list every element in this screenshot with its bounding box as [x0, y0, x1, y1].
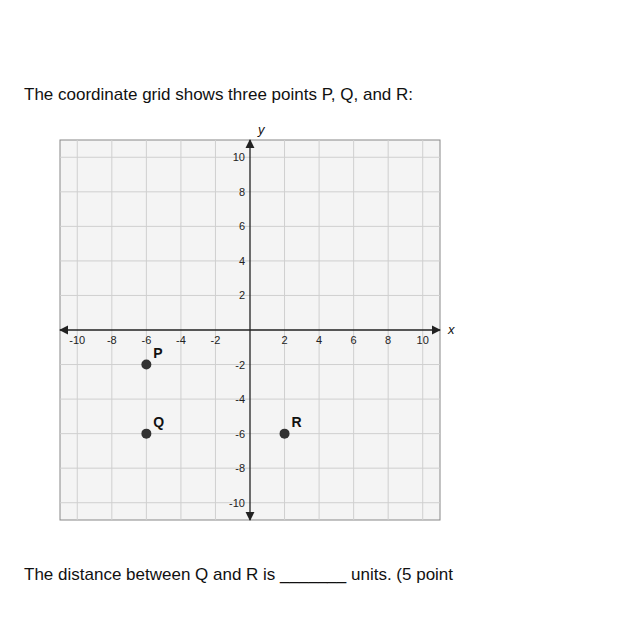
- points: [141, 360, 289, 439]
- x-tick-label: 6: [351, 334, 357, 346]
- y-axis-label: y: [257, 122, 266, 137]
- y-tick-label: -4: [235, 393, 245, 405]
- plot-frame: [60, 140, 440, 520]
- y-tick-label: 4: [239, 255, 245, 267]
- y-tick-label: 6: [239, 220, 245, 232]
- subtitle: The distance between Q and R is _______ …: [24, 565, 453, 584]
- y-tick-label: 2: [239, 289, 245, 301]
- y-tick-label: -2: [235, 359, 245, 371]
- title: The coordinate grid shows three points P…: [24, 85, 413, 104]
- y-axis: [249, 140, 250, 520]
- y-tick-label: -6: [235, 428, 245, 440]
- x-tick-label: -8: [107, 334, 117, 346]
- x-axis-label: x: [447, 322, 455, 337]
- x-tick-label: 2: [281, 334, 287, 346]
- x-tick-label: 8: [385, 334, 391, 346]
- point: [141, 360, 151, 370]
- y-tick-label: 10: [233, 151, 245, 163]
- y-tick-label: -8: [235, 462, 245, 474]
- point-label: Q: [153, 414, 164, 430]
- y-tick-label: 8: [239, 186, 245, 198]
- point: [280, 429, 290, 439]
- point-label: R: [292, 414, 302, 430]
- x-tick-label: -10: [69, 334, 85, 346]
- point-label: P: [153, 345, 162, 361]
- x-tick-label: 10: [417, 334, 429, 346]
- y-tick-label: -10: [229, 497, 245, 509]
- x-tick-label: -6: [141, 334, 151, 346]
- x-tick-label: -4: [176, 334, 186, 346]
- point: [141, 429, 151, 439]
- chart: The coordinate grid shows three points P…: [0, 0, 640, 640]
- x-tick-label: -2: [211, 334, 221, 346]
- x-tick-label: 4: [316, 334, 322, 346]
